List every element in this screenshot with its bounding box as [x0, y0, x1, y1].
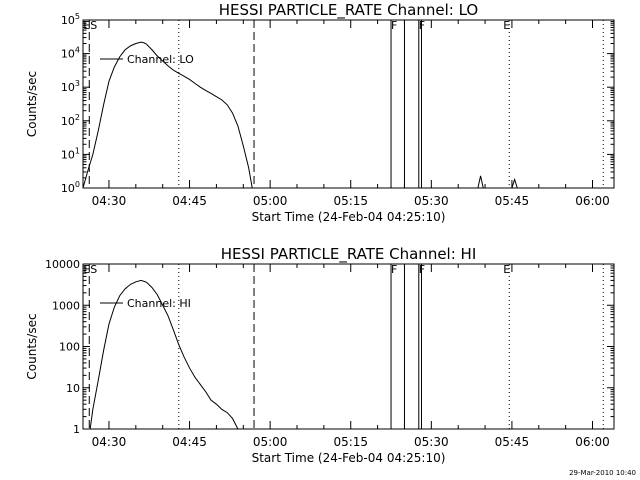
y-tick-label: 105 — [61, 12, 80, 27]
event-marker-label: E — [503, 263, 510, 276]
event-marker-label: ES — [83, 263, 97, 276]
y-axis-label: Counts/sec — [25, 313, 39, 379]
x-tick-label: 05:30 — [414, 194, 449, 208]
y-tick-label: 1 — [73, 423, 80, 436]
series-line — [82, 41, 253, 189]
x-tick-label: 05:45 — [495, 194, 530, 208]
x-tick-label: 06:00 — [575, 435, 610, 449]
y-tick-label: 10000 — [45, 258, 80, 271]
legend-entry: Channel: LO — [127, 53, 194, 66]
flare-interval-bar — [418, 19, 422, 189]
x-tick-label: 04:30 — [92, 194, 127, 208]
x-tick-label: 04:45 — [172, 435, 207, 449]
chart-title: HESSI PARTICLE_RATE Channel: HI — [221, 245, 477, 264]
panel-1: HESSI PARTICLE_RATE Channel: LO Counts/se… — [25, 1, 615, 224]
x-axis-label: Start Time (24-Feb-04 04:25:10) — [252, 451, 446, 465]
flare-interval-label: F — [419, 19, 425, 32]
legend-entry: Channel: HI — [127, 297, 191, 310]
event-marker-label: ES — [83, 19, 97, 32]
chart-title: HESSI PARTICLE_RATE Channel: LO — [219, 1, 478, 20]
x-tick-label: 05:00 — [253, 435, 288, 449]
y-tick-label: 101 — [61, 146, 80, 161]
y-tick-label: 102 — [61, 113, 80, 128]
x-tick-label: 05:45 — [495, 435, 530, 449]
flare-interval-bar — [390, 263, 405, 430]
plot-frame — [82, 263, 615, 430]
x-tick-label: 05:15 — [333, 435, 368, 449]
x-tick-label: 04:30 — [92, 435, 127, 449]
y-tick-label: 100 — [59, 341, 80, 354]
flare-interval-label: F — [391, 19, 397, 32]
y-tick-label: 100 — [61, 180, 80, 195]
x-tick-label: 05:30 — [414, 435, 449, 449]
series-line — [511, 177, 518, 189]
flare-interval-label: F — [419, 263, 425, 276]
flare-interval-bar — [390, 19, 405, 189]
x-tick-label: 06:00 — [575, 194, 610, 208]
series-line — [477, 175, 484, 189]
y-axis-label: Counts/sec — [25, 71, 39, 137]
event-marker-label: E — [503, 19, 510, 32]
x-tick-label: 05:15 — [333, 194, 368, 208]
flare-interval-bar — [418, 263, 422, 430]
plot-timestamp: 29-Mar-2010 10:40 — [569, 469, 636, 477]
x-axis-label: Start Time (24-Feb-04 04:25:10) — [252, 210, 446, 224]
y-tick-label: 104 — [61, 46, 80, 61]
y-tick-label: 10 — [66, 382, 80, 395]
plot-frame — [82, 19, 615, 189]
flare-interval-label: F — [391, 263, 397, 276]
y-tick-label: 1000 — [52, 299, 80, 312]
series-line — [89, 279, 239, 430]
y-tick-label: 103 — [61, 79, 80, 94]
panel-2: HESSI PARTICLE_RATE Channel: HI Counts/se… — [25, 245, 615, 465]
x-tick-label: 04:45 — [172, 194, 207, 208]
x-tick-label: 05:00 — [253, 194, 288, 208]
